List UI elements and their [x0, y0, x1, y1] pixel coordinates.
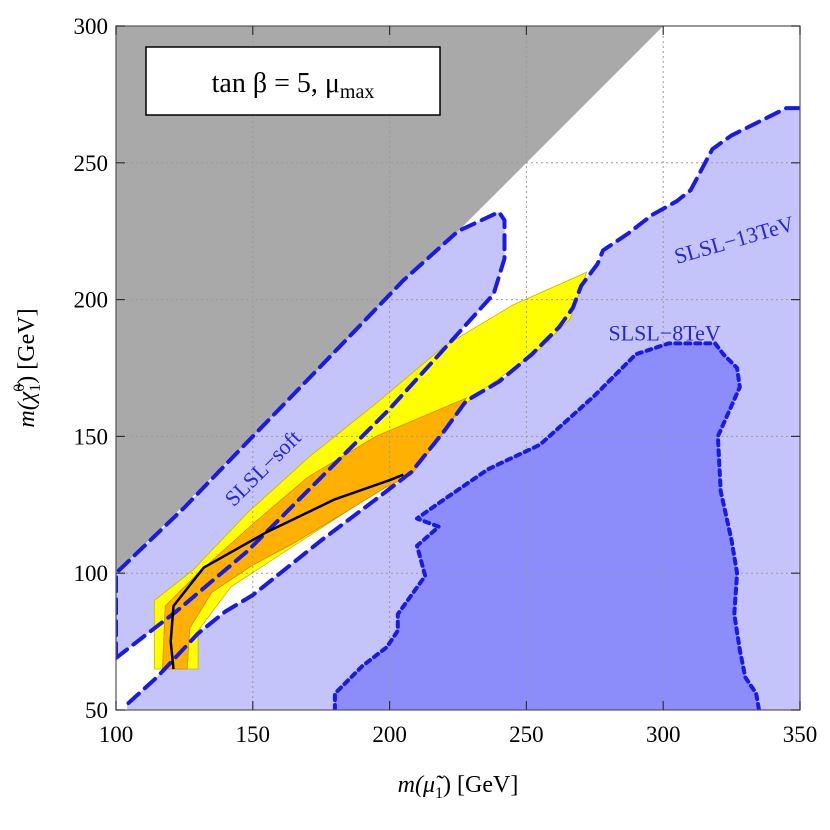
y-axis-title: m(χ̃01) [GeV] [11, 308, 44, 427]
slsl-8tev-contour [332, 341, 761, 710]
slsl-soft-contour [116, 210, 507, 660]
x-tick-label-350: 350 [783, 722, 818, 747]
x-tick-label-100: 100 [99, 722, 134, 747]
x-tick-label-200: 200 [372, 722, 407, 747]
region-SLSL-soft [116, 212, 505, 658]
y-tick-label-250: 250 [74, 151, 109, 176]
y-axis-title-sup: 0 [11, 384, 28, 392]
plot-frame [115, 25, 801, 711]
y-tick-label-50: 50 [85, 698, 108, 723]
region-SLSL-8TeV [116, 343, 759, 710]
y-tick-label-150: 150 [74, 424, 109, 449]
x-tick-label-300: 300 [646, 722, 681, 747]
y-tick-label-300: 300 [74, 14, 109, 39]
annotation-box: tan β = 5, μmax [145, 46, 441, 116]
y-axis-title-sub: 1 [27, 384, 44, 392]
y-axis-title-suffix: ) [GeV] [14, 308, 40, 383]
x-axis-title-prefix: m( [398, 772, 425, 798]
x-axis-title-sub: 1 [435, 785, 443, 802]
annotation-main: tan β = 5, μ [212, 68, 340, 99]
lines-layer [116, 106, 800, 710]
y-axis-title-prefix: m( [14, 400, 40, 427]
x-axis-title: m(μ̃1) [GeV] [398, 772, 519, 802]
x-tick-label-250: 250 [509, 722, 544, 747]
y-tick-label-100: 100 [74, 561, 109, 586]
central-curve [169, 473, 404, 670]
x-tick-label-150: 150 [236, 722, 271, 747]
annotation-subscript: max [340, 81, 374, 103]
annotation-box-label: tan β = 5, μmax [212, 68, 375, 103]
y-tick-label-200: 200 [74, 288, 109, 313]
label-slsl-8tev: SLSL−8TeV [608, 321, 720, 346]
annotation-box-frame [145, 46, 441, 116]
x-axis-title-suffix: ) [GeV] [443, 772, 518, 798]
slsl-13tev-contour [124, 106, 800, 710]
